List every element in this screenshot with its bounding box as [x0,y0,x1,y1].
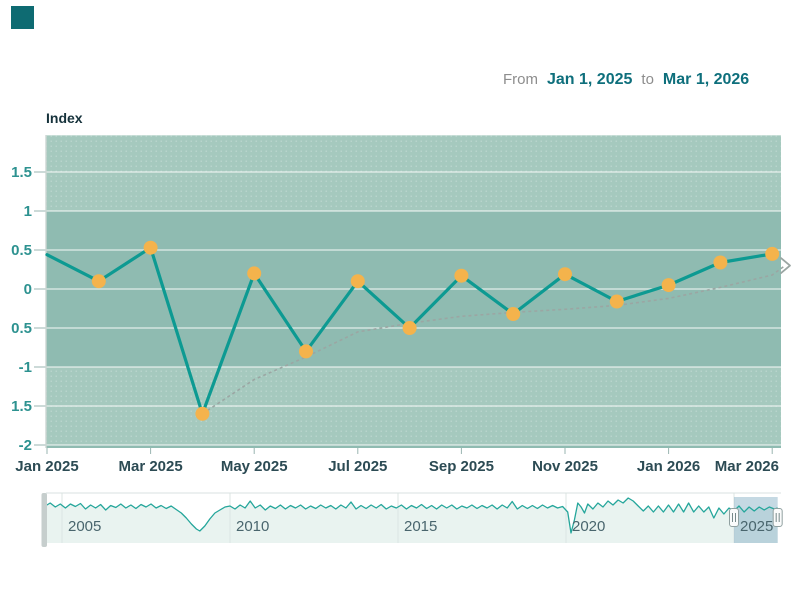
range-navigator[interactable]: 2005 2010 2015 2020 2025 [41,492,783,547]
date-range-control: From Jan 1, 2025 to Mar 1, 2026 [503,71,749,89]
plot-band [46,445,781,448]
navigator-year-label: 2005 [68,518,101,535]
navigator-series-line [44,497,778,534]
x-axis-tick-label: Jan 2026 [637,458,700,475]
trend-arrowhead-icon [780,257,791,274]
brand-logo-square [11,6,34,29]
navigator-handle-right[interactable] [772,508,783,527]
from-date-button[interactable]: Jan 1, 2025 [547,71,633,88]
x-axis-tick-label: Jan 2025 [15,458,78,475]
y-axis-title: Index [46,110,83,126]
y-axis-tick-label: 1.5 [11,164,32,181]
data-point-marker[interactable] [143,240,158,255]
y-axis-tick-label: -2 [19,437,32,454]
navigator-year-label: 2015 [404,518,437,535]
from-label: From [503,71,538,88]
data-point-marker[interactable] [402,321,417,335]
x-axis-tick-label: Nov 2025 [532,458,598,475]
to-date-button[interactable]: Mar 1, 2026 [662,71,750,88]
data-point-marker[interactable] [506,307,521,321]
x-axis-tick-label: Sep 2025 [429,458,494,475]
y-axis-tick-label: 0 [24,281,32,298]
data-point-marker[interactable] [558,267,572,282]
data-point-marker[interactable] [765,246,780,261]
data-point-marker[interactable] [350,274,365,289]
handle-grip[interactable] [772,508,783,527]
navigator-selected-range[interactable] [734,497,778,543]
x-axis-tick-label: Jul 2025 [328,458,387,475]
data-point-marker[interactable] [609,294,624,309]
y-axis-tick-label: 1.5 [11,398,32,415]
data-point-marker[interactable] [661,278,676,293]
handle-grip[interactable] [729,508,739,527]
y-axis-tick-label: 0.5 [11,242,32,259]
navigator-year-label: 2020 [572,518,605,535]
data-point-marker[interactable] [195,406,210,421]
navigator-handle-left[interactable] [729,508,739,527]
data-point-marker[interactable] [247,266,262,281]
data-point-marker[interactable] [299,344,313,359]
x-axis-tick-label: Mar 2025 [118,458,182,475]
y-axis-tick-label: 0.5 [11,320,32,337]
x-axis-tick-label: Mar 2026 [715,458,779,475]
data-point-marker[interactable] [713,255,728,270]
navigator-year-label: 2010 [236,518,269,535]
x-axis-tick-label: May 2025 [221,458,288,475]
plot-band-texture [46,135,781,211]
y-axis-tick-label: 1 [24,203,32,220]
navigator-year-label: 2025 [740,518,773,535]
data-point-marker[interactable] [454,268,469,283]
navigator-area[interactable] [45,498,778,543]
navigator-scrollbar[interactable] [41,493,48,547]
to-label: to [641,71,654,88]
data-point-marker[interactable] [91,274,106,289]
y-axis-tick-label: -1 [19,359,32,376]
